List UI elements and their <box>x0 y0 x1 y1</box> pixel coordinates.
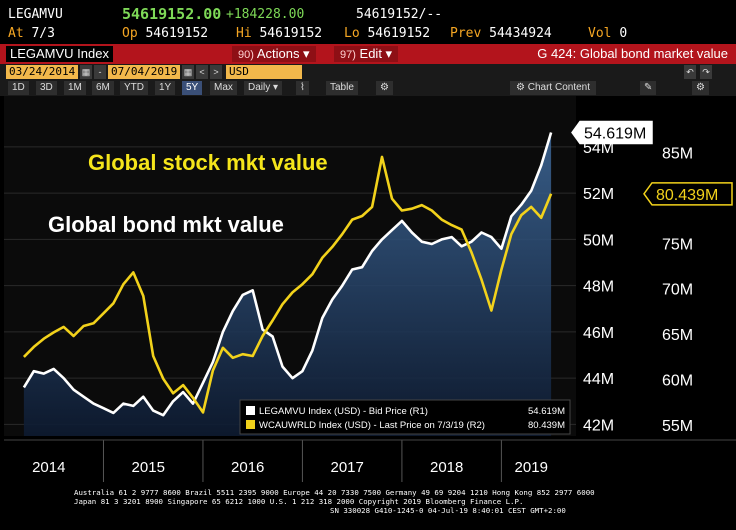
series-line-0 <box>22 132 553 417</box>
gear-icon: ⚙ <box>516 82 525 93</box>
right-axis-tick: 55M <box>662 418 693 435</box>
left-axis-tick: 52M <box>583 186 614 203</box>
high-field: Hi 54619152 <box>236 26 323 41</box>
prev-range-icon[interactable]: < <box>196 65 208 79</box>
left-axis-tick: 46M <box>583 325 614 342</box>
x-axis-tick: 2017 <box>331 459 364 476</box>
legend-label-stock: WCAUWRLD Index (USD) - Last Price on 7/3… <box>259 420 485 431</box>
chart-svg: 42M44M46M48M50M52M54M55M60M65M70M75M80M8… <box>4 96 736 482</box>
period-max[interactable]: Max <box>210 81 237 95</box>
table-settings-icon[interactable]: ⚙ <box>376 81 393 95</box>
right-axis-tick: 85M <box>662 145 693 162</box>
ticker-symbol: LEGAMVU <box>8 7 63 22</box>
last-value-label-1: 80.439M <box>656 187 718 204</box>
table-button[interactable]: Table <box>326 81 358 95</box>
left-axis-tick: 44M <box>583 371 614 388</box>
open-field: Op 54619152 <box>122 26 209 41</box>
x-axis-tick: 2015 <box>132 459 165 476</box>
left-axis-tick: 42M <box>583 417 614 434</box>
currency-select[interactable]: USD <box>226 65 302 79</box>
period-1y[interactable]: 1Y <box>155 81 176 95</box>
stock-annotation: Global stock mkt value <box>88 150 328 175</box>
right-axis-tick: 65M <box>662 327 693 344</box>
price-change: +184228.00 <box>226 7 305 22</box>
legend-box <box>239 399 571 435</box>
bond-annotation: Global bond mkt value <box>48 212 284 237</box>
redo-icon[interactable]: ↷ <box>700 65 712 79</box>
x-axis-tick: 2018 <box>430 459 463 476</box>
edit-icon[interactable]: ✎ <box>640 81 657 95</box>
legend-label-bond: LEGAMVU Index (USD) - Bid Price (R1) <box>259 406 428 417</box>
date-dash: - <box>94 65 106 79</box>
edit-menu-button[interactable]: 97) Edit ▾ <box>334 46 399 62</box>
actions-menu-button[interactable]: 90) Actions ▾ <box>232 46 316 62</box>
security-field[interactable]: LEGAMVU Index <box>6 46 113 62</box>
footer-line-3: SN 330028 G410-1245-0 04-Jul-19 8:40:01 … <box>330 506 566 515</box>
bond-area-fill <box>23 132 552 436</box>
next-range-icon[interactable]: > <box>210 65 222 79</box>
legend-swatch-stock <box>246 420 255 429</box>
period-row: 1D 3D 1M 6M YTD 1Y 5Y Max Daily ▾ ⌇ Tabl… <box>0 80 736 96</box>
end-date-field[interactable]: 07/04/2019 <box>108 65 180 79</box>
bid-ask: 54619152/-- <box>356 7 443 22</box>
settings-icon[interactable]: ⚙ <box>692 81 709 95</box>
legend: LEGAMVU Index (USD) - Bid Price (R1) 54.… <box>239 399 571 435</box>
frequency-select[interactable]: Daily ▾ <box>244 81 283 95</box>
right-axis-tick: 60M <box>662 373 693 390</box>
last-value-tag-1 <box>643 182 733 206</box>
legend-value-stock: 80.439M <box>528 420 565 431</box>
low-field: Lo 54619152 <box>344 26 431 41</box>
last-price: 54619152.00 <box>122 5 222 23</box>
at-field: At 7/3 <box>8 26 55 41</box>
start-date-field[interactable]: 03/24/2014 <box>6 65 78 79</box>
period-1d[interactable]: 1D <box>8 81 29 95</box>
legend-swatch-bond <box>246 406 255 415</box>
footer-line-2: Japan 81 3 3201 8900 Singapore 65 6212 1… <box>74 497 524 506</box>
footer-line-1: Australia 61 2 9777 8600 Brazil 5511 239… <box>74 488 595 497</box>
series-line-1 <box>22 155 553 414</box>
volume-field: Vol 0 <box>588 26 628 41</box>
left-axis-tick: 48M <box>583 279 614 296</box>
chart-area: 42M44M46M48M50M52M54M55M60M65M70M75M80M8… <box>0 96 736 482</box>
period-6m[interactable]: 6M <box>92 81 114 95</box>
date-range-row: 03/24/2014 ▦ - 07/04/2019 ▦ < > USD ↶ ↷ <box>0 64 736 80</box>
x-axis-tick: 2016 <box>231 459 264 476</box>
last-value-label-0: 54.619M <box>584 126 646 143</box>
prev-field: Prev 54434924 <box>450 26 552 41</box>
period-ytd[interactable]: YTD <box>120 81 148 95</box>
line-chart-icon[interactable]: ⌇ <box>296 81 309 95</box>
chart-title: G 424: Global bond market value <box>537 46 728 61</box>
right-axis-tick: 70M <box>662 282 693 299</box>
quote-bar: LEGAMVU 54619152.00 +184228.00 54619152/… <box>0 0 736 44</box>
period-5y[interactable]: 5Y <box>182 81 203 95</box>
x-axis-tick: 2014 <box>32 459 65 476</box>
undo-icon[interactable]: ↶ <box>684 65 696 79</box>
period-1m[interactable]: 1M <box>64 81 86 95</box>
end-calendar-icon[interactable]: ▦ <box>182 65 194 79</box>
legend-value-bond: 54.619M <box>528 406 565 417</box>
last-value-tag-0 <box>571 120 653 145</box>
start-calendar-icon[interactable]: ▦ <box>80 65 92 79</box>
footer: Australia 61 2 9777 8600 Brazil 5511 239… <box>0 484 736 530</box>
period-3d[interactable]: 3D <box>36 81 57 95</box>
left-axis-tick: 50M <box>583 232 614 249</box>
chart-content-button[interactable]: ⚙ Chart Content <box>510 81 597 95</box>
x-axis-tick: 2019 <box>515 459 548 476</box>
right-axis-tick: 75M <box>662 236 693 253</box>
function-toolbar: LEGAMVU Index 90) Actions ▾ 97) Edit ▾ G… <box>0 44 736 64</box>
